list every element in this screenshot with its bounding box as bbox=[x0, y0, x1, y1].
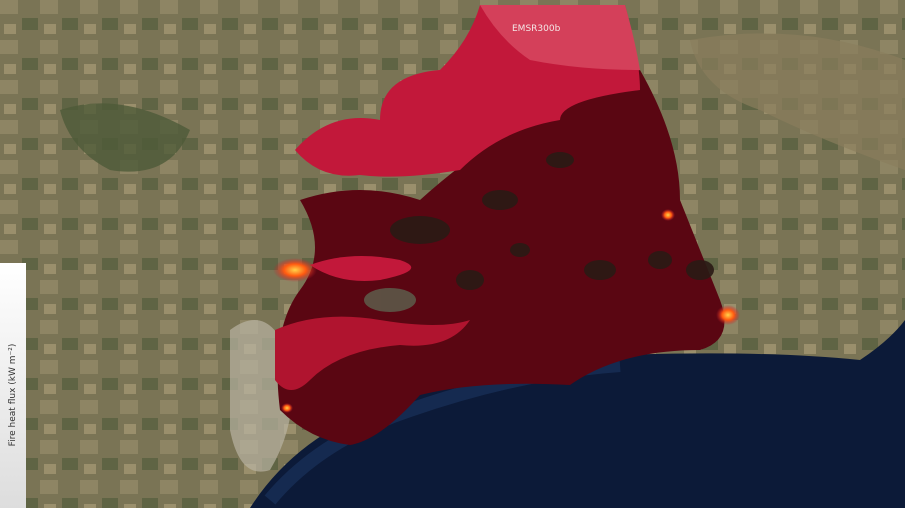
fire-hotspot bbox=[281, 403, 293, 413]
fire-hotspot bbox=[273, 258, 317, 282]
green-hills bbox=[60, 103, 190, 172]
fire-hotspot bbox=[661, 209, 675, 221]
unburned-patches bbox=[364, 152, 714, 312]
legend-title: Fire heat flux (kW m⁻²) bbox=[8, 343, 18, 447]
burned-area-dark bbox=[277, 70, 725, 445]
fire-hotspot bbox=[716, 305, 740, 325]
green-hills bbox=[690, 33, 905, 171]
heat-flux-legend bbox=[0, 263, 26, 508]
burned-area-red bbox=[275, 316, 470, 390]
sea bbox=[250, 320, 905, 508]
layer-label: EMSR300b bbox=[512, 24, 561, 34]
burned-area-red bbox=[310, 256, 412, 281]
burned-area-red bbox=[480, 5, 640, 70]
